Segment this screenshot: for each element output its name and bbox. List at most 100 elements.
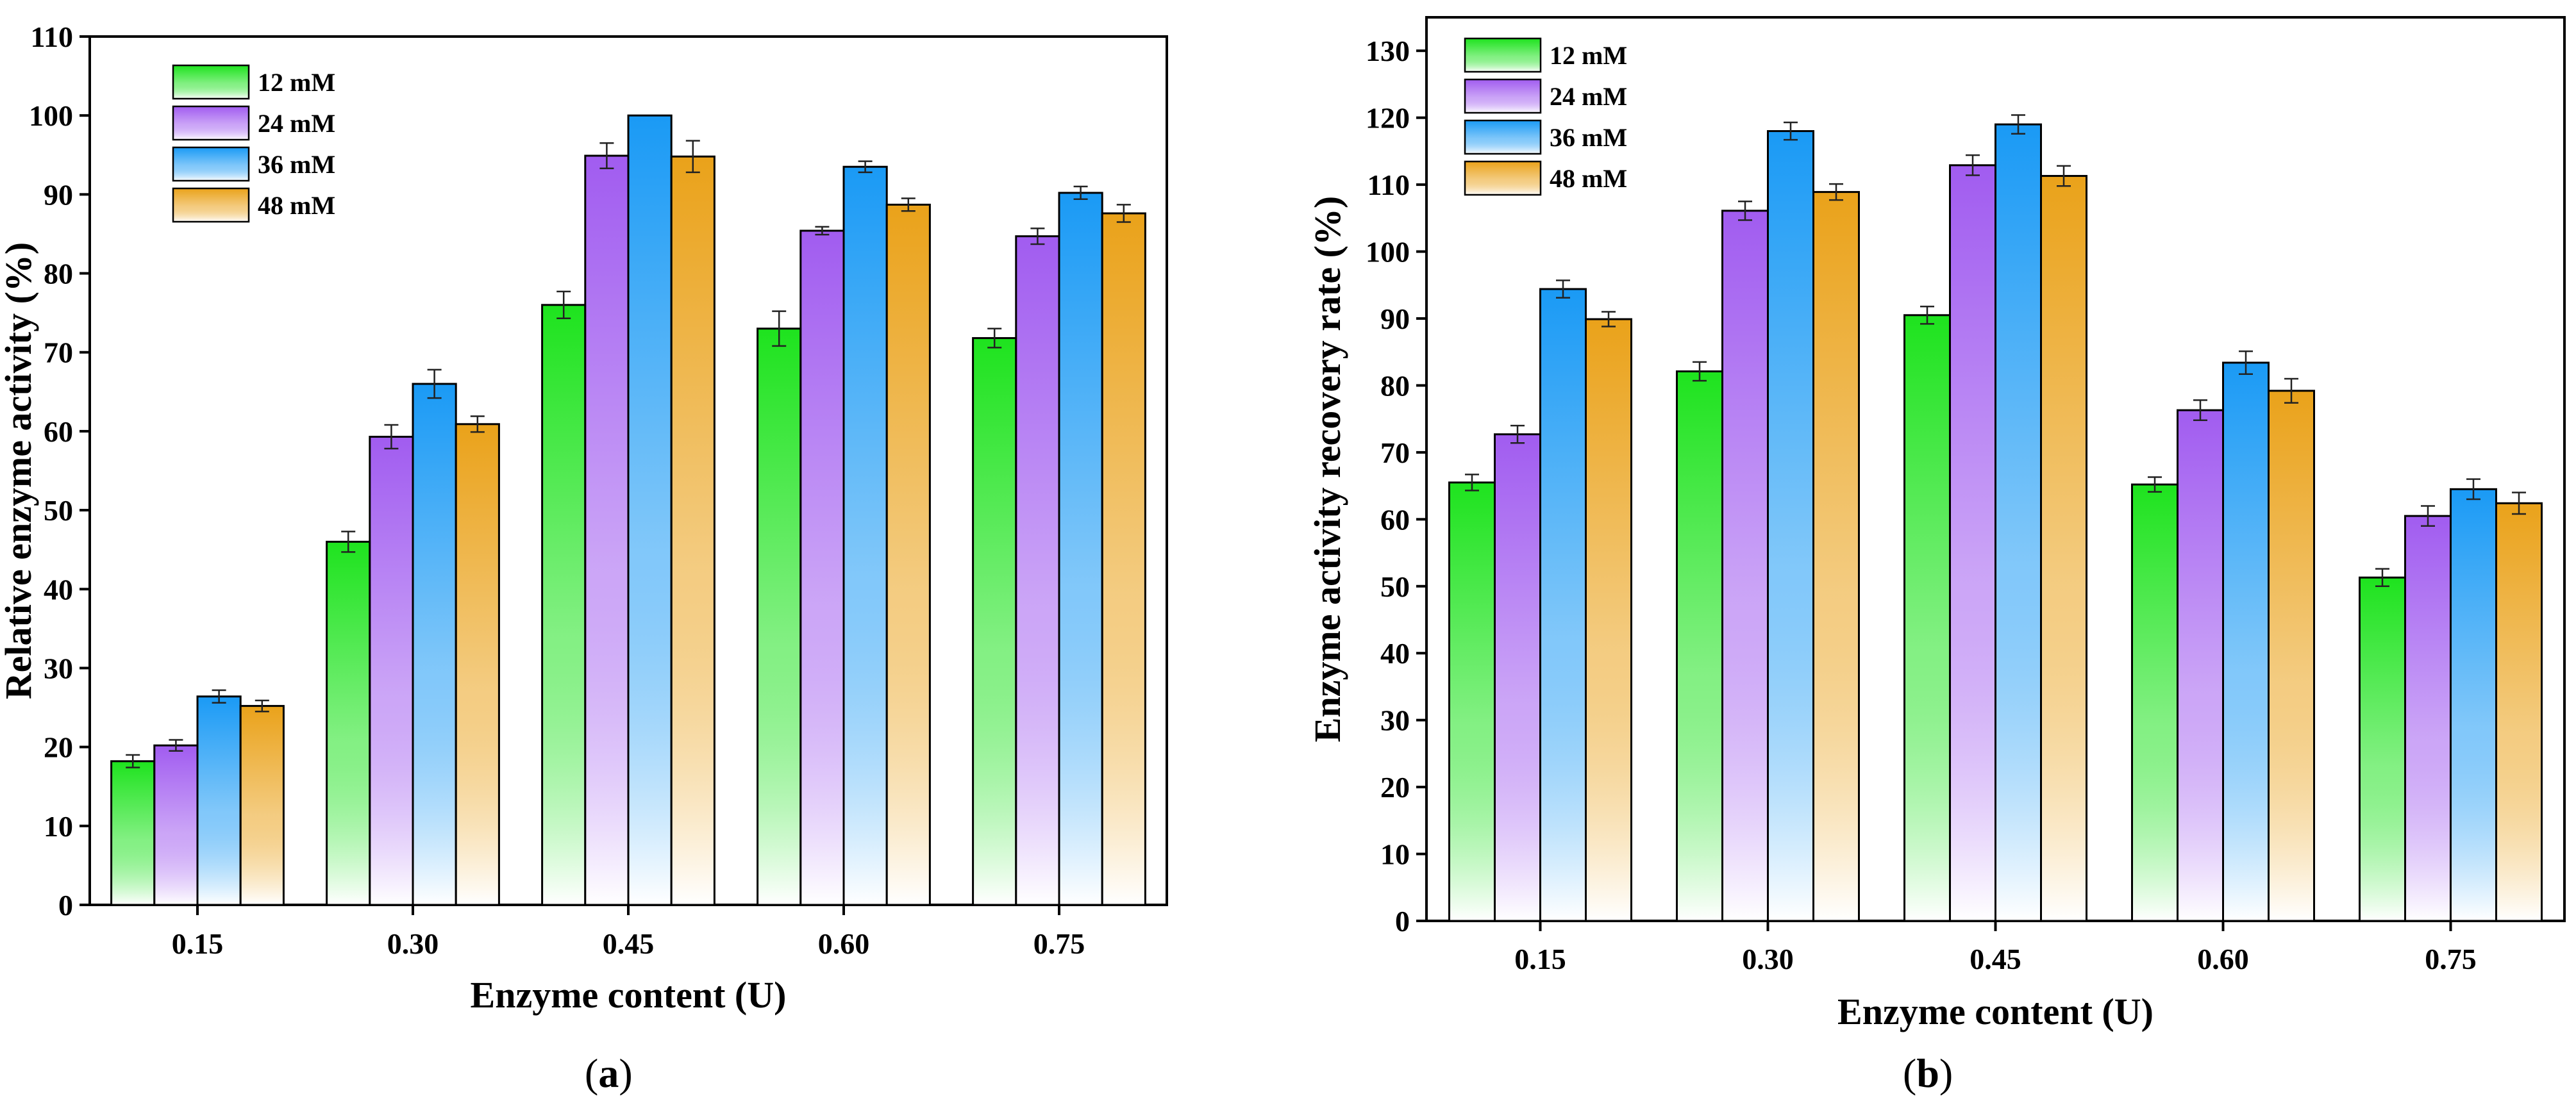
- x-tick-label: 0.15: [1514, 943, 1566, 975]
- legend-label: 24 mM: [1550, 82, 1627, 111]
- y-tick-label: 130: [1366, 35, 1410, 67]
- y-tick-label: 120: [1366, 102, 1410, 135]
- bar: [1585, 318, 1632, 922]
- bar: [757, 327, 802, 906]
- bar: [799, 229, 845, 906]
- bar: [2495, 502, 2543, 922]
- panel-b-caption-close: ): [1939, 1050, 1953, 1096]
- y-tick-label: 70: [1380, 436, 1410, 469]
- bar: [842, 165, 888, 906]
- bar: [369, 436, 414, 906]
- y-tick-label: 60: [1380, 503, 1410, 536]
- x-axis-title: Enzyme content (U): [1837, 991, 2154, 1032]
- y-tick-label: 0: [58, 889, 73, 922]
- y-tick-label: 50: [1380, 570, 1410, 603]
- x-tick-label: 0.75: [2425, 943, 2477, 975]
- bar: [2404, 515, 2452, 922]
- x-tick-label: 0.60: [2197, 943, 2249, 975]
- legend-swatch: [1464, 78, 1542, 114]
- y-tick-label: 80: [44, 258, 73, 290]
- y-tick-label: 80: [1380, 369, 1410, 402]
- y-tick-label: 40: [44, 573, 73, 606]
- bar: [2359, 576, 2406, 922]
- y-tick-label: 100: [29, 99, 73, 132]
- legend-swatch: [172, 64, 250, 100]
- panel-b-chart: 0 10 20 30 40 50 60 70 80 90 100 110 120 130 0.15 0.30 0…: [1307, 16, 2566, 1032]
- legend-swatch: [172, 105, 250, 141]
- x-tick-label: 0.45: [603, 927, 655, 960]
- y-tick-label: 0: [1395, 905, 1410, 938]
- y-axis-title: Relative enzyme activity (%): [0, 242, 39, 699]
- y-tick-label: 30: [1380, 704, 1410, 737]
- legend-label: 36 mM: [1550, 123, 1627, 152]
- panel-a-chart: 0 10 20 30 40 50 60 70 80 90 100 110 0.15 0.30 0.45 0.6…: [0, 21, 1168, 1016]
- bar: [584, 154, 630, 906]
- panel-a-caption-open: (: [585, 1050, 599, 1096]
- bar: [1494, 433, 1541, 922]
- legend-swatch: [1464, 37, 1542, 73]
- bar: [1101, 212, 1146, 906]
- bar: [885, 203, 931, 906]
- bar: [110, 760, 156, 906]
- bar: [627, 114, 673, 906]
- x-tick-label: 0.30: [387, 927, 439, 960]
- panel-a-caption-close: ): [619, 1050, 633, 1096]
- y-tick-label: 60: [44, 415, 73, 448]
- legend-label: 24 mM: [258, 109, 335, 138]
- bar: [541, 304, 587, 906]
- bar: [455, 423, 500, 906]
- bar: [2222, 361, 2270, 922]
- bar: [326, 540, 371, 906]
- panel-b-caption: (b): [1903, 1050, 1953, 1097]
- legend-swatch: [1464, 119, 1542, 155]
- bar: [239, 705, 285, 906]
- y-tick-label: 10: [44, 810, 73, 843]
- legend-swatch: [172, 187, 250, 223]
- legend-swatch: [172, 146, 250, 182]
- bar: [153, 744, 199, 906]
- panel-b-caption-letter: b: [1916, 1050, 1939, 1096]
- x-tick-label: 0.30: [1742, 943, 1794, 975]
- y-tick-label: 30: [44, 652, 73, 684]
- x-tick-label: 0.75: [1033, 927, 1085, 960]
- bar: [670, 155, 715, 906]
- bar: [1448, 481, 1496, 922]
- bar: [196, 695, 242, 906]
- bar: [1767, 130, 1814, 922]
- bar: [412, 383, 457, 906]
- y-tick-label: 70: [44, 336, 73, 369]
- bar: [1903, 314, 1951, 922]
- bar: [1995, 123, 2042, 922]
- bar: [2268, 390, 2315, 922]
- bar: [1539, 288, 1587, 922]
- bar: [972, 337, 1017, 906]
- y-tick-label: 90: [1380, 302, 1410, 335]
- y-tick-label: 50: [44, 494, 73, 527]
- legend-label: 36 mM: [258, 150, 335, 179]
- bar: [1676, 370, 1723, 922]
- bar: [1015, 235, 1060, 906]
- bar: [2450, 488, 2497, 922]
- bar: [2177, 409, 2224, 922]
- y-tick-label: 20: [44, 731, 73, 764]
- legend: 12 mM 24 mM 36 mM 48 mM: [1464, 37, 1627, 196]
- legend: 12 mM 24 mM 36 mM 48 mM: [172, 64, 335, 223]
- bar: [2040, 175, 2087, 922]
- legend-label: 48 mM: [258, 191, 335, 220]
- legend-label: 12 mM: [1550, 41, 1627, 70]
- y-tick-label: 110: [31, 21, 73, 53]
- y-axis-title: Enzyme activity recovery rate (%): [1307, 196, 1348, 742]
- bar: [1949, 164, 1996, 922]
- x-tick-label: 0.45: [1970, 943, 2021, 975]
- bar: [1812, 191, 1860, 922]
- panel-b-caption-open: (: [1903, 1050, 1917, 1096]
- legend-label: 12 mM: [258, 68, 335, 97]
- x-tick-label: 0.15: [172, 927, 224, 960]
- bar: [1058, 192, 1103, 906]
- y-tick-label: 100: [1366, 236, 1410, 269]
- legend-swatch: [1464, 160, 1542, 196]
- bar: [2131, 483, 2179, 922]
- y-tick-label: 20: [1380, 771, 1410, 804]
- x-tick-label: 0.60: [818, 927, 870, 960]
